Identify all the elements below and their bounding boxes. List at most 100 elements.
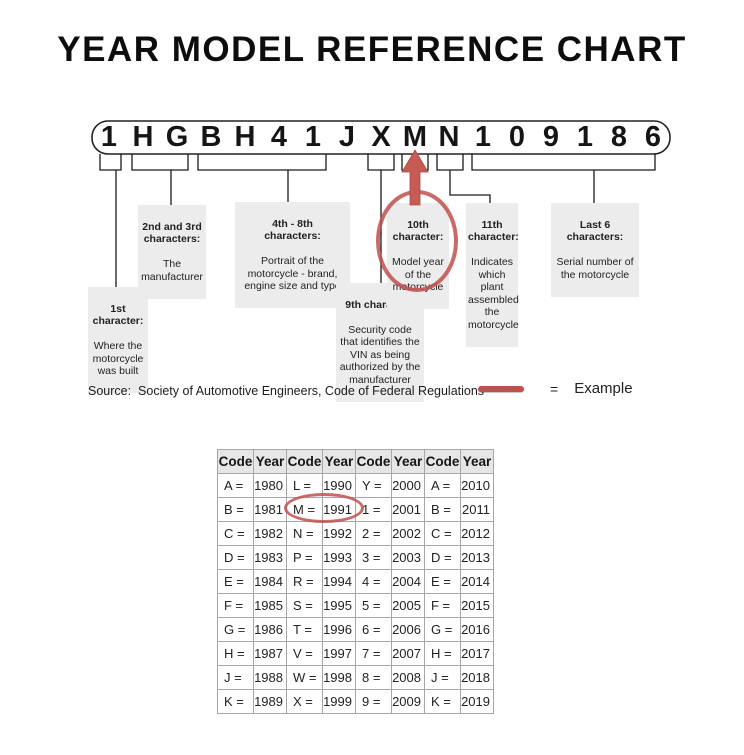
vin-character: M — [402, 121, 428, 153]
callout-body: The manufacturer — [141, 258, 203, 283]
callout-4th-8th-characters: 4th - 8th characters: Portrait of the mo… — [235, 202, 350, 308]
year-cell: 1988 — [253, 665, 287, 690]
code-cell: N = — [286, 521, 323, 546]
code-cell: J = — [217, 665, 254, 690]
vin-character: 1 — [576, 121, 594, 153]
year-cell: 1983 — [253, 545, 287, 570]
vin-character: 0 — [508, 121, 526, 153]
code-cell: H = — [217, 641, 254, 666]
year-cell: 1985 — [253, 593, 287, 618]
bracket-char10 — [401, 154, 429, 171]
code-cell: C = — [217, 521, 254, 546]
year-cell: 1987 — [253, 641, 287, 666]
year-cell: 1993 — [322, 545, 356, 570]
code-cell: B = — [424, 497, 461, 522]
code-cell: M = — [286, 497, 323, 522]
vin-character: G — [165, 121, 189, 153]
code-cell: D = — [217, 545, 254, 570]
code-cell: 6 = — [355, 617, 392, 642]
year-header-cell: Year — [322, 449, 356, 474]
year-cell: 2001 — [391, 497, 425, 522]
code-header-cell: Code — [355, 449, 392, 474]
callout-body: Where the motorcycle was built — [92, 340, 144, 377]
year-cell: 1986 — [253, 617, 287, 642]
table-row: C = 1982 N = 1992 2 = 2002 C = 2012 — [217, 521, 494, 546]
vin-character: 8 — [610, 121, 628, 153]
code-cell: 5 = — [355, 593, 392, 618]
code-cell: 4 = — [355, 569, 392, 594]
callout-heading: 10th character: — [392, 218, 444, 244]
code-cell: X = — [286, 689, 323, 714]
code-header-cell: Code — [424, 449, 461, 474]
year-cell: 2003 — [391, 545, 425, 570]
callout-body: Security code that identifies the VIN as… — [339, 323, 421, 386]
year-cell: 1990 — [322, 473, 356, 498]
vin-character: B — [200, 121, 222, 153]
year-code-table-body: A = 1980 L = 1990 Y = 2000 A = 2010 B = 1981 M = 19… — [217, 473, 494, 714]
year-cell: 2013 — [460, 545, 494, 570]
code-cell: T = — [286, 617, 323, 642]
year-header-cell: Year — [460, 449, 494, 474]
table-header-row: Code Year Code Year Code Year Code Year — [217, 449, 494, 474]
code-cell: 8 = — [355, 665, 392, 690]
callout-heading: 2nd and 3rd characters: — [142, 220, 202, 246]
vin-character: H — [234, 121, 256, 153]
bracket-char4-8 — [197, 154, 327, 171]
bracket-char2-3 — [131, 154, 189, 171]
example-legend: = Example — [478, 380, 633, 397]
legend-label: Example — [574, 380, 633, 397]
vin-character: 1 — [100, 121, 118, 153]
vin-character: X — [371, 121, 391, 153]
year-cell: 2011 — [460, 497, 494, 522]
year-header-cell: Year — [391, 449, 425, 474]
code-cell: D = — [424, 545, 461, 570]
year-cell: 2007 — [391, 641, 425, 666]
code-cell: 9 = — [355, 689, 392, 714]
callout-body: Serial number of the motorcycle — [556, 256, 634, 281]
callout-body: Portrait of the motorcycle - brand, engi… — [244, 255, 341, 292]
table-row: A = 1980 L = 1990 Y = 2000 A = 2010 — [217, 473, 494, 498]
table-row: J = 1988 W = 1998 8 = 2008 J = 2018 — [217, 665, 494, 690]
callout-body: Indicates which plant assembled the moto… — [468, 256, 519, 331]
code-cell: J = — [424, 665, 461, 690]
code-cell: K = — [217, 689, 254, 714]
table-row: G = 1986 T = 1996 6 = 2006 G = 2016 — [217, 617, 494, 642]
vin-character: 1 — [304, 121, 322, 153]
year-cell: 1984 — [253, 569, 287, 594]
year-cell: 1997 — [322, 641, 356, 666]
code-cell: L = — [286, 473, 323, 498]
callout-body: Model year of the motorcycle — [392, 256, 444, 293]
year-cell: 1981 — [253, 497, 287, 522]
code-cell: K = — [424, 689, 461, 714]
year-cell: 2014 — [460, 569, 494, 594]
code-cell: 2 = — [355, 521, 392, 546]
code-cell: G = — [424, 617, 461, 642]
callout-2nd-3rd-characters: 2nd and 3rd characters: The manufacturer — [138, 205, 206, 299]
table-row: E = 1984 R = 1994 4 = 2004 E = 2014 — [217, 569, 494, 594]
year-cell: 2016 — [460, 617, 494, 642]
year-cell: 2010 — [460, 473, 494, 498]
bracket-char9 — [367, 154, 395, 171]
vin-character: 9 — [542, 121, 560, 153]
legend-equals: = — [550, 380, 559, 397]
year-cell: 1999 — [322, 689, 356, 714]
code-cell: B = — [217, 497, 254, 522]
year-cell: 1980 — [253, 473, 287, 498]
year-cell: 1991 — [322, 497, 356, 522]
code-cell: A = — [217, 473, 254, 498]
year-cell: 2017 — [460, 641, 494, 666]
table-row: B = 1981 M = 1991 1 = 2001 B = 2011 — [217, 497, 494, 522]
year-cell: 1998 — [322, 665, 356, 690]
connector-char11 — [449, 170, 491, 203]
table-row: H = 1987 V = 1997 7 = 2007 H = 2017 — [217, 641, 494, 666]
vin-character: 1 — [474, 121, 492, 153]
callout-11th-character: 11th character: Indicates which plant as… — [466, 203, 519, 347]
example-arrow-icon — [401, 149, 429, 206]
year-cell: 2012 — [460, 521, 494, 546]
code-cell: F = — [217, 593, 254, 618]
code-cell: P = — [286, 545, 323, 570]
year-cell: 2002 — [391, 521, 425, 546]
source-citation: Source: Society of Automotive Engineers,… — [88, 384, 485, 398]
red-line-icon — [478, 385, 524, 392]
code-cell: G = — [217, 617, 254, 642]
